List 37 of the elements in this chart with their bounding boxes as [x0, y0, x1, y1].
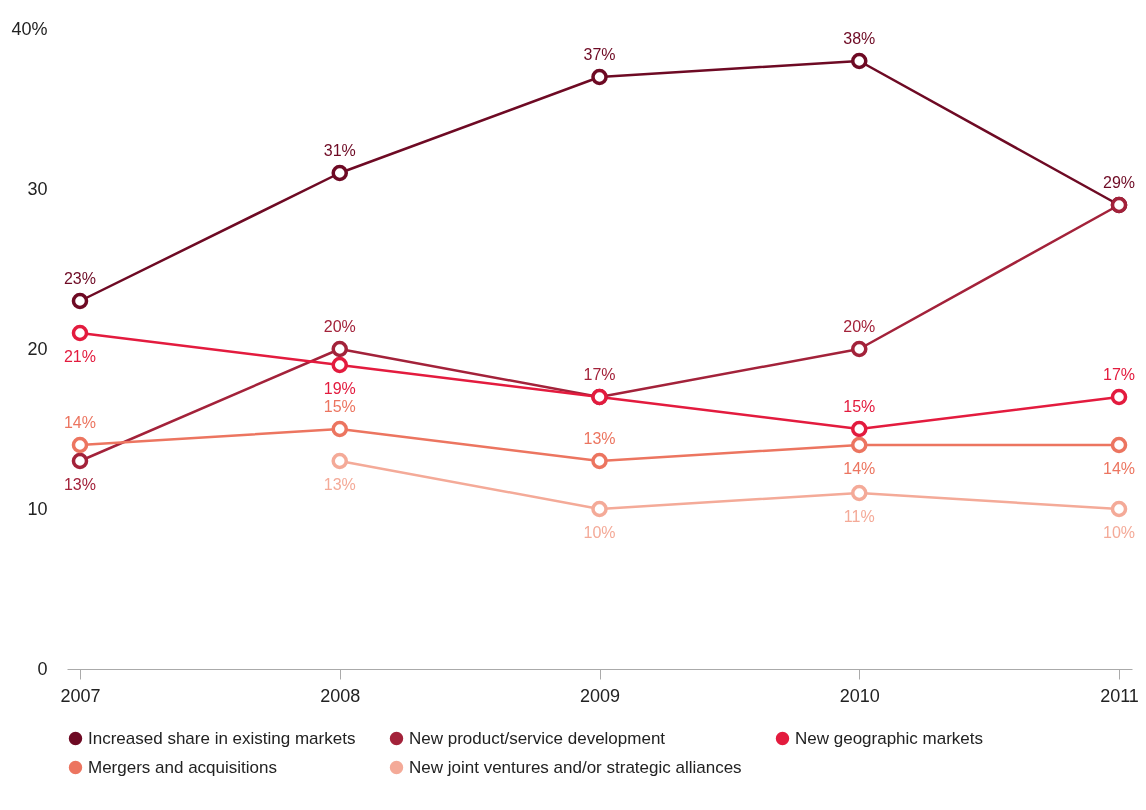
- data-label: 17%: [583, 366, 616, 383]
- data-label: 14%: [843, 460, 876, 477]
- y-tick-label: 40%: [11, 18, 48, 39]
- x-tick-label: 2007: [60, 685, 101, 706]
- data-label: 19%: [323, 380, 356, 397]
- legend-label: New joint ventures and/or strategic alliances: [409, 757, 742, 777]
- y-tick-label: 20: [27, 338, 48, 359]
- legend-label: Increased share in existing markets: [88, 728, 356, 748]
- y-tick-label: 30: [27, 178, 48, 199]
- x-tick-label: 2008: [320, 685, 361, 706]
- data-label: 23%: [63, 270, 96, 287]
- data-label: 38%: [843, 30, 876, 47]
- data-label: 14%: [1103, 460, 1136, 477]
- x-tick-label: 2009: [579, 685, 621, 706]
- y-tick-label: 0: [37, 658, 48, 679]
- data-label: 21%: [63, 348, 96, 365]
- y-tick-label: 10: [27, 498, 48, 519]
- x-tick-label: 2010: [839, 685, 880, 706]
- data-label: 15%: [323, 398, 356, 415]
- data-label: 29%: [1103, 174, 1136, 191]
- data-label: 15%: [843, 398, 876, 415]
- data-label: 13%: [583, 430, 616, 447]
- data-label: 20%: [323, 318, 356, 335]
- data-label: 20%: [843, 318, 876, 335]
- data-label: 37%: [583, 46, 616, 63]
- legend-label: New geographic markets: [795, 728, 984, 748]
- data-label: 13%: [63, 476, 96, 493]
- data-label: 17%: [1103, 366, 1136, 383]
- data-label: 10%: [1103, 524, 1136, 541]
- data-label: 11%: [843, 508, 875, 525]
- x-tick-label: 2011: [1100, 685, 1139, 706]
- data-label: 10%: [583, 524, 616, 541]
- data-label: 14%: [63, 414, 96, 431]
- legend-label: New product/service development: [409, 728, 666, 748]
- legend-label: Mergers and acquisitions: [88, 757, 277, 777]
- data-label: 13%: [323, 476, 356, 493]
- data-label: 31%: [323, 142, 356, 159]
